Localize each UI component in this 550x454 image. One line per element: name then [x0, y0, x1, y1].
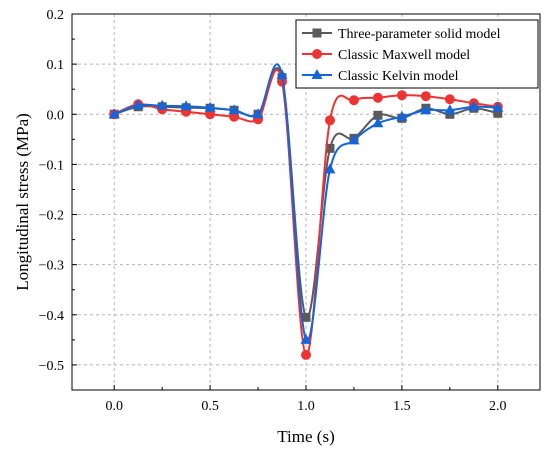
data-point — [324, 163, 336, 174]
data-point — [348, 95, 359, 106]
legend-label: Three-parameter solid model — [338, 27, 501, 42]
data-point — [276, 69, 288, 80]
x-tick-label: 0.5 — [201, 399, 219, 414]
data-point — [300, 333, 312, 344]
legend-marker — [312, 28, 322, 38]
data-point — [228, 104, 240, 115]
y-tick-label: −0.3 — [39, 259, 64, 274]
data-point — [396, 90, 407, 101]
y-tick-label: −0.4 — [39, 309, 64, 324]
data-point — [324, 115, 335, 126]
legend-label: Classic Maxwell model — [338, 48, 470, 63]
y-tick-label: −0.5 — [39, 359, 64, 374]
y-tick-label: 0.1 — [47, 58, 65, 73]
tick-layer: 0.0 0.5 1.0 1.5 2.0 0.2 0.1 0.0 −0.1 −0.2 −0.3 −0.4… — [39, 8, 507, 414]
data-point — [492, 101, 504, 112]
data-point — [180, 100, 192, 111]
legend-box — [295, 19, 539, 89]
data-point — [348, 134, 360, 145]
legend-marker — [311, 69, 323, 79]
data-point — [420, 91, 431, 102]
y-tick-label: −0.1 — [39, 158, 64, 173]
data-point — [445, 109, 455, 119]
y-tick-label: 0.2 — [47, 8, 65, 23]
data-point — [108, 108, 120, 119]
legend-marker — [312, 49, 322, 59]
series-triangle — [108, 63, 504, 344]
legend: Three-parameter solid model Classic Maxwe… — [295, 19, 539, 89]
x-axis-title: Time (s) — [277, 427, 334, 446]
data-point — [396, 110, 408, 121]
x-tick-label: 0.0 — [105, 399, 123, 414]
data-point — [132, 99, 144, 110]
data-point — [156, 99, 168, 110]
data-point — [229, 111, 240, 122]
data-point — [205, 109, 216, 120]
data-point — [420, 104, 432, 115]
legend-item: Three-parameter solid model — [302, 27, 501, 42]
x-tick-label: 2.0 — [489, 399, 507, 414]
data-point — [277, 76, 288, 87]
data-point — [444, 94, 455, 105]
data-point — [372, 92, 383, 103]
data-point — [444, 104, 456, 115]
y-tick-label: −0.2 — [39, 209, 64, 224]
legend-item: Classic Kelvin model — [302, 69, 459, 84]
legend-item: Classic Maxwell model — [302, 48, 470, 63]
legend-label: Classic Kelvin model — [338, 69, 459, 84]
data-point — [493, 108, 503, 118]
data-point — [372, 117, 384, 128]
data-point — [468, 100, 480, 111]
x-tick-label: 1.0 — [297, 399, 315, 414]
data-point — [252, 108, 264, 119]
series-layer — [108, 63, 504, 360]
data-point — [301, 349, 311, 360]
data-point — [204, 101, 216, 112]
data-point — [373, 110, 383, 120]
x-tick-label: 1.5 — [393, 399, 411, 414]
y-tick-label: 0.0 — [47, 108, 65, 123]
data-point — [301, 312, 311, 322]
data-point — [325, 143, 335, 153]
y-axis-title: Longitudinal stress (MPa) — [13, 113, 32, 291]
